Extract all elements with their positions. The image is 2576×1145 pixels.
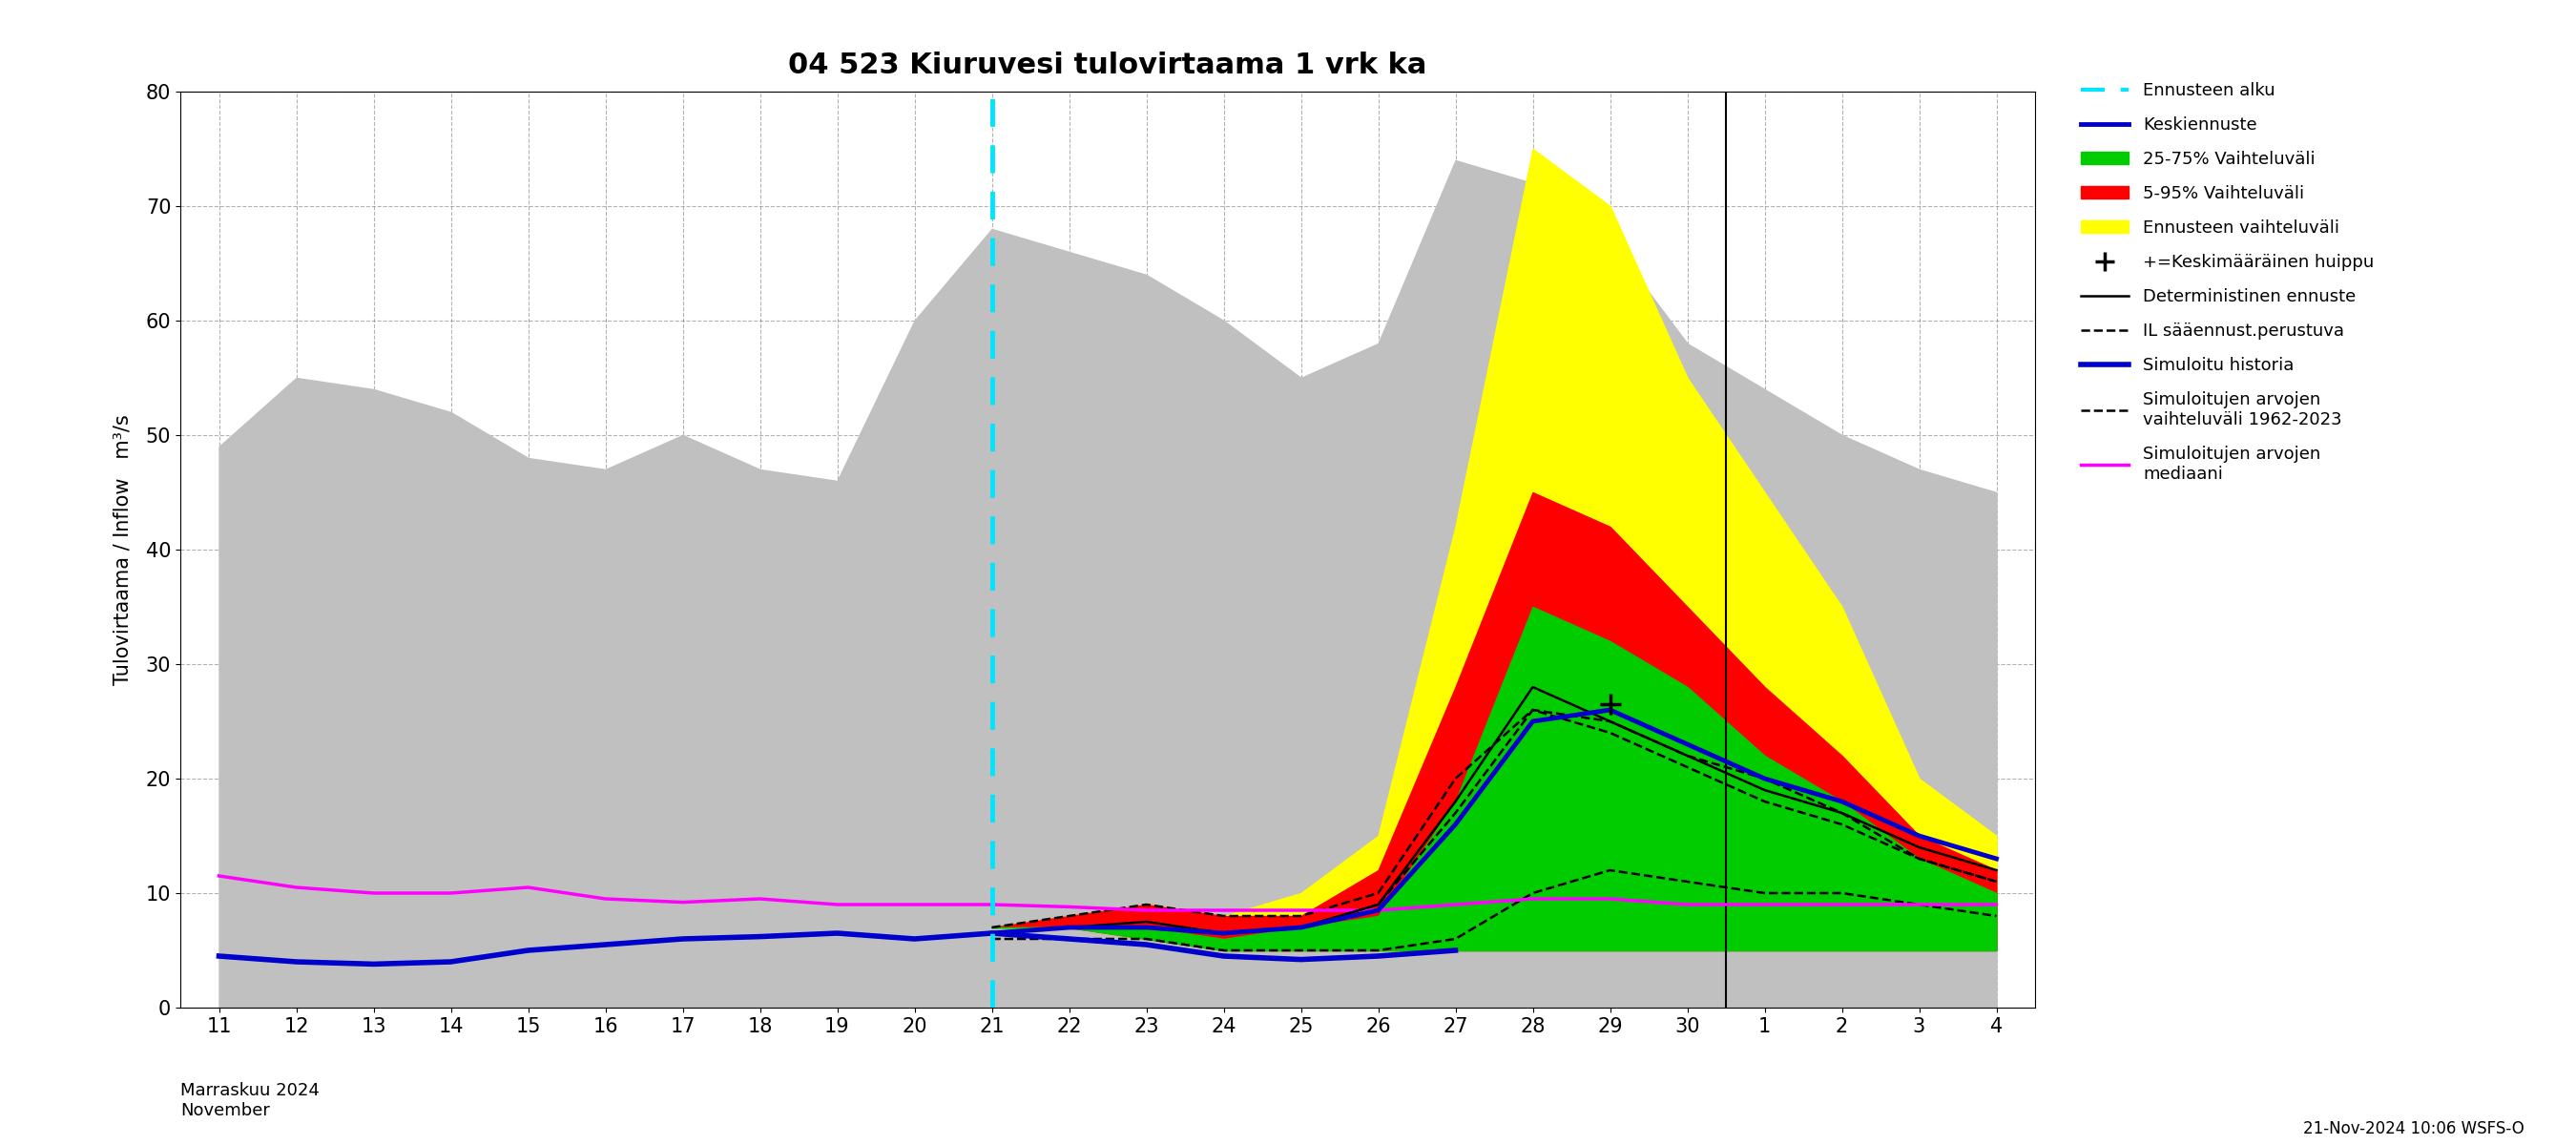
Text: Marraskuu 2024
November: Marraskuu 2024 November [180,1082,319,1119]
Y-axis label: Tulovirtaama / Inflow   m³/s: Tulovirtaama / Inflow m³/s [113,414,131,685]
Title: 04 523 Kiuruvesi tulovirtaama 1 vrk ka: 04 523 Kiuruvesi tulovirtaama 1 vrk ka [788,52,1427,79]
Legend: Ennusteen alku, Keskiennuste, 25-75% Vaihteluväli, 5-95% Vaihteluväli, Ennusteen: Ennusteen alku, Keskiennuste, 25-75% Vai… [2081,82,2375,483]
Text: 21-Nov-2024 10:06 WSFS-O: 21-Nov-2024 10:06 WSFS-O [2303,1120,2524,1137]
